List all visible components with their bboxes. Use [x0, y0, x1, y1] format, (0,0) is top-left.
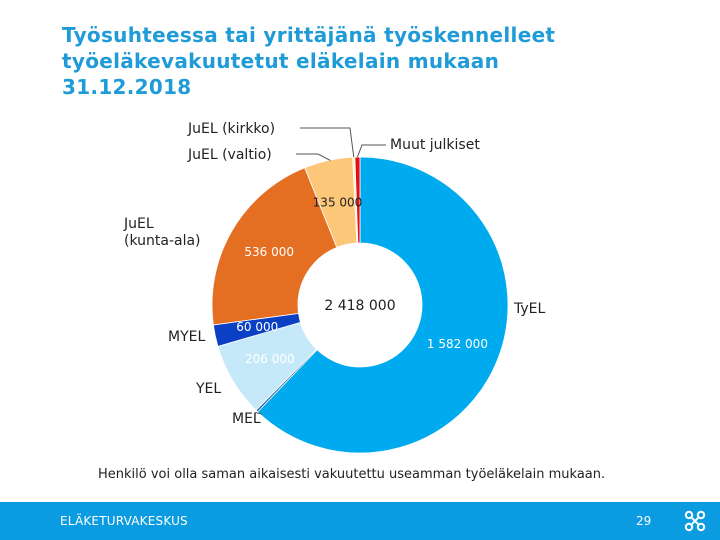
leader-juel-kirkko [300, 127, 355, 158]
category-label-juel-kunta-ala: JuEL (kunta-ala) [123, 216, 201, 249]
etk-logo-icon [684, 510, 706, 532]
slice-tyel [257, 156, 509, 454]
page-number: 29 [636, 514, 652, 528]
category-label-juel-valtio: JuEL (valtio) [187, 147, 272, 163]
leader-mel [255, 412, 263, 415]
footer-bar: ELÄKETURVAKESKUS 29 [0, 502, 720, 540]
chart-note: Henkilö voi olla saman aikaisesti vakuut… [98, 467, 605, 482]
donut-chart: 1 582 000 206 000 60 000 536 000 135 000 2 41… [98, 121, 605, 482]
category-label-tyel: TyEL [513, 301, 546, 317]
category-label-mel: MEL [232, 411, 261, 427]
value-label-juel-valtio: 135 000 [313, 195, 363, 209]
category-label-muut-julkiset: Muut julkiset [390, 137, 480, 153]
category-label-yel: YEL [195, 381, 221, 397]
slice-juel-kunta-ala [211, 167, 338, 326]
value-label-juel-kunta-ala: 536 000 [244, 245, 294, 259]
value-label-yel: 206 000 [245, 352, 295, 366]
page-title: Työsuhteessa tai yrittäjänä työskennelle… [62, 22, 662, 100]
category-label-myel: MYEL [168, 329, 205, 345]
title-line-1: Työsuhteessa tai yrittäjänä työskennelle… [62, 23, 556, 47]
leader-muut-julkiset [356, 144, 386, 158]
title-line-2: työeläkevakuutetut eläkelain mukaan [62, 49, 500, 73]
category-label-juel-kirkko: JuEL (kirkko) [187, 121, 275, 137]
slice-muut-julkiset [354, 156, 361, 244]
title-line-3: 31.12.2018 [62, 75, 192, 99]
leader-juel-valtio [296, 153, 331, 161]
value-label-myel: 60 000 [236, 320, 278, 334]
total-label: 2 418 000 [324, 298, 395, 314]
footer-organization: ELÄKETURVAKESKUS [60, 514, 188, 528]
value-label-tyel: 1 582 000 [427, 337, 488, 351]
